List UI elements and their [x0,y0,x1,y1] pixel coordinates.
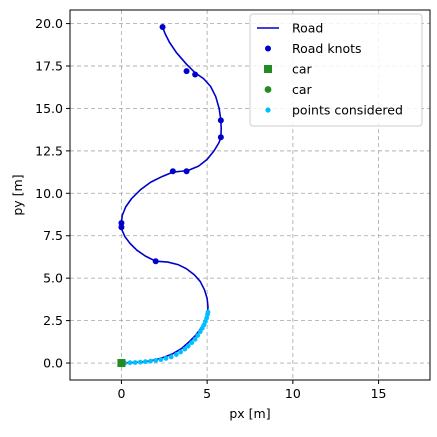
car-circle-marker [118,360,125,366]
considered-point [185,343,191,349]
legend: Road Road knots car car points considered [249,13,423,127]
x-tick-label: 15 [371,386,387,401]
legend-car-square-swatch [264,65,272,73]
road-knot [183,168,190,175]
considered-point [127,360,133,366]
road-knot [183,68,190,75]
plot-frame [69,9,431,381]
considered-point [143,359,148,365]
x-axis-label: px [m] [229,406,270,421]
legend-label: car [292,62,313,77]
road-knot [169,168,176,175]
axis-ticks: 0 5 10 15 0.0 2.5 5.0 7.5 10.0 12.5 15.0 17.5 20.0 [35,16,386,401]
considered-point [158,357,164,363]
considered-point [168,354,174,360]
road-knot [152,258,159,265]
y-tick-label: 10.0 [35,186,63,201]
plot-series [117,23,224,368]
y-tick-label: 2.5 [43,313,63,328]
legend-knot-swatch [265,45,271,52]
road-knot [217,117,224,124]
considered-point [132,360,138,365]
y-tick-label: 7.5 [43,228,63,243]
considered-point [163,356,169,361]
y-tick-label: 20.0 [35,16,63,31]
considered-point [182,346,188,352]
x-tick-label: 10 [285,386,301,401]
considered-point [153,358,159,363]
road-knot [192,71,199,78]
legend-box [249,13,423,127]
legend-considered-swatch [265,107,271,113]
y-tick-label: 15.0 [35,101,63,116]
legend-label: Road knots [292,41,362,56]
y-tick-label: 17.5 [35,59,63,74]
y-tick-label: 0.0 [43,356,63,371]
considered-point [189,340,195,346]
y-axis-label: py [m] [10,174,25,215]
considered-point [137,359,143,365]
x-tick-label: 5 [203,386,211,401]
road-knot [118,220,125,227]
legend-car-circle-swatch [264,86,272,93]
considered-point [148,358,153,364]
road-knot [159,23,166,30]
road-knot [118,224,125,231]
considered-point [192,336,198,342]
considered-point [178,349,183,355]
y-tick-label: 5.0 [43,271,63,286]
road-knot [217,134,224,141]
legend-label: car [292,82,313,97]
y-tick-label: 12.5 [35,143,63,158]
considered-point [205,309,211,315]
legend-label: points considered [292,103,403,118]
considered-point [195,333,201,338]
x-tick-label: 0 [117,386,125,401]
legend-label: Road [292,21,323,36]
considered-point [173,352,179,357]
